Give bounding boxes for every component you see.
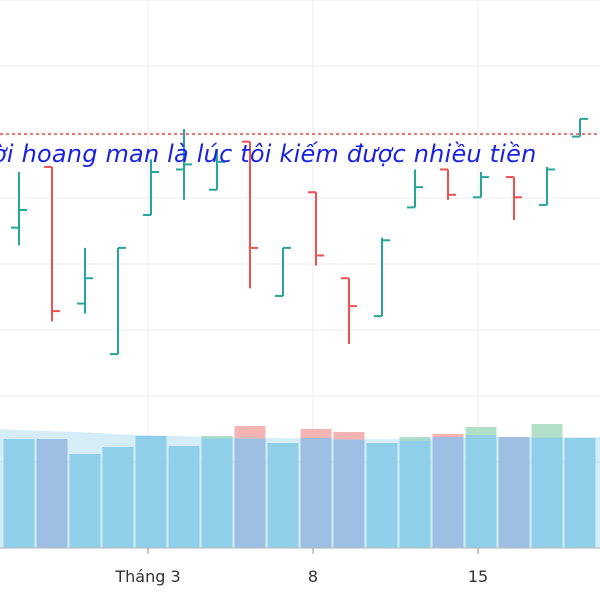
volume-bar-overlay: [333, 440, 365, 548]
volume-bar-overlay: [465, 435, 497, 548]
x-tick-label: 8: [308, 567, 318, 586]
volume-bar-excess: [300, 429, 332, 438]
volume-bar-overlay: [564, 438, 596, 548]
volume-bar-overlay: [300, 438, 332, 548]
x-tick-label: Tháng 3: [114, 567, 180, 586]
volume-bar-excess: [531, 424, 563, 438]
x-tick-label: 15: [468, 567, 488, 586]
volume-bar-excess: [201, 436, 233, 439]
volume-layer: [0, 424, 600, 549]
volume-bar-overlay: [69, 454, 101, 548]
volume-bar-overlay: [399, 441, 431, 548]
volume-bar-overlay: [234, 439, 266, 548]
chart-annotation: ời hoang man là lúc tôi kiếm được nhiều …: [0, 140, 537, 168]
x-axis: Tháng 3 8 15: [0, 547, 600, 586]
volume-bar-overlay: [432, 437, 464, 548]
volume-bar-excess: [333, 432, 365, 440]
volume-bar-overlay: [102, 447, 134, 548]
volume-bar-overlay: [267, 443, 299, 548]
volume-bar-excess: [234, 426, 266, 439]
volume-bar-overlay: [531, 438, 563, 548]
volume-bar-excess: [465, 427, 497, 435]
price-layer: [0, 117, 600, 356]
volume-bar-overlay: [135, 436, 167, 548]
volume-bar-overlay: [201, 439, 233, 548]
volume-bar-overlay: [366, 443, 398, 548]
volume-bar-overlay: [168, 446, 200, 548]
volume-bar-overlay: [36, 439, 68, 548]
volume-bar-excess: [399, 437, 431, 441]
volume-bar-excess: [432, 434, 464, 437]
volume-bar-overlay: [498, 437, 530, 548]
volume-bar-overlay: [3, 439, 35, 548]
volume-ma-area: [0, 429, 600, 549]
